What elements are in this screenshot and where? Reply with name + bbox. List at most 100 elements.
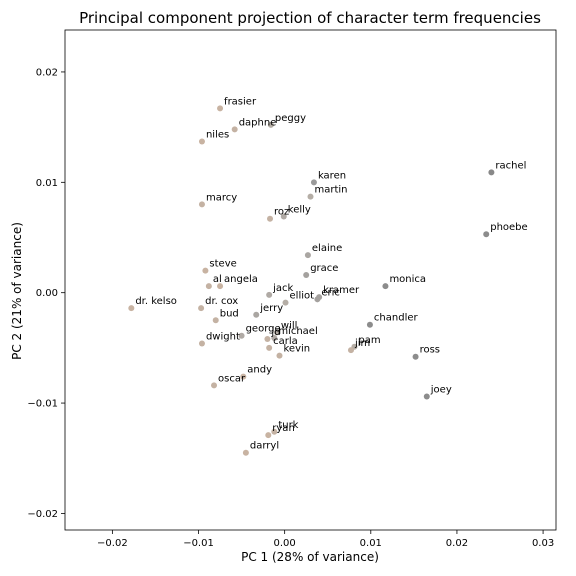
data-point-phoebe [483,231,490,238]
data-point-elliot [282,299,289,306]
data-point-turk [271,428,278,435]
data-point-jack [266,291,273,298]
data-point-angela [217,283,224,290]
data-point-jim [347,347,354,354]
point-label: turk [278,420,298,431]
y-tick-label: 0.00 [36,288,58,299]
point-label: chandler [374,313,419,324]
data-point-darryl [242,449,249,456]
x-tick-label: −0.01 [183,538,214,549]
y-tick-label: 0.01 [36,178,58,189]
y-axis-title: PC 2 (21% of variance) [10,222,24,360]
point-label: steve [209,259,236,270]
point-label: ross [420,345,440,356]
point-label: al [213,274,222,285]
data-point-eric [314,296,321,303]
point-label: kevin [283,344,310,355]
data-point-kelly [280,213,287,220]
data-point-al [205,283,212,290]
x-tick-label: 0.03 [532,538,554,549]
point-label: will [281,320,298,331]
data-point-dwight [198,340,205,347]
data-point-george [238,332,245,339]
x-axis: −0.02 −0.01 0.00 0.01 0.02 0.03 [97,530,554,549]
x-tick-label: 0.00 [274,538,296,549]
data-point-grace [303,272,310,279]
point-label: frasier [224,96,257,107]
data-points [128,105,495,456]
chart-title: Principal component projection of charac… [79,9,541,27]
y-axis: −0.02 −0.01 0.00 0.01 0.02 [27,67,65,520]
data-point-chandler [366,321,373,328]
data-point-jerry [253,311,260,318]
point-label: elliot [290,291,315,302]
data-point-ross [412,353,419,360]
point-label: bud [220,308,239,319]
point-label: joey [430,384,452,395]
x-tick-label: −0.02 [97,538,128,549]
point-label: george [246,324,281,335]
point-label: roz [274,207,289,218]
point-label: michael [278,326,317,337]
point-label: grace [310,263,338,274]
point-label: monica [389,274,426,285]
point-label: kelly [288,205,311,216]
point-label: angela [224,274,258,285]
data-point-peggy [267,121,274,128]
data-point-daphne [231,126,238,133]
data-point-niles [198,138,205,145]
data-point-martin [307,193,314,200]
y-tick-label: 0.02 [36,67,58,78]
point-label: andy [247,365,272,376]
point-label: jd [270,327,280,338]
data-point-elaine [304,252,311,259]
data-point-will [273,329,280,336]
y-tick-label: −0.01 [27,399,58,410]
data-point-marcy [198,201,205,208]
data-point-kevin [276,352,283,359]
point-label: carla [273,336,298,347]
x-tick-label: 0.02 [446,538,468,549]
data-point-dr-cox [198,305,205,312]
data-point-karen [310,179,317,186]
point-label: peggy [275,113,306,124]
data-point-carla [266,344,273,351]
data-point-bud [212,317,219,324]
point-label: karen [318,170,346,181]
y-tick-label: −0.02 [27,509,58,520]
data-point-roz [267,215,274,222]
data-point-frasier [217,105,224,112]
data-point-michael [271,334,278,341]
data-point-monica [382,283,389,290]
point-label: daphne [239,117,277,128]
x-tick-label: 0.01 [360,538,382,549]
point-label: eric [321,287,340,298]
data-point-andy [240,373,247,380]
point-label: pam [358,335,380,346]
point-label: jerry [259,303,283,314]
point-label: dwight [206,331,240,342]
data-point-ryan [265,432,272,439]
point-label: dr. kelso [135,296,177,307]
point-label: kramer [323,285,360,296]
point-label: elaine [312,243,342,254]
point-label: dr. cox [205,296,238,307]
data-point-dr-kelso [128,305,135,312]
point-label: martin [315,185,348,196]
data-point-joey [423,393,430,400]
point-label: darryl [250,441,279,452]
point-label: oscar [218,373,246,384]
plot-frame [64,29,557,531]
point-label: jack [272,283,293,294]
x-axis-title: PC 1 (28% of variance) [241,550,379,564]
point-label: phoebe [490,222,527,233]
data-point-steve [202,267,209,274]
point-label: ryan [272,423,295,434]
point-label: jim [354,338,370,349]
data-point-jd [264,336,271,343]
data-point-rachel [488,169,495,176]
data-point-oscar [211,382,218,389]
point-label: marcy [206,192,237,203]
